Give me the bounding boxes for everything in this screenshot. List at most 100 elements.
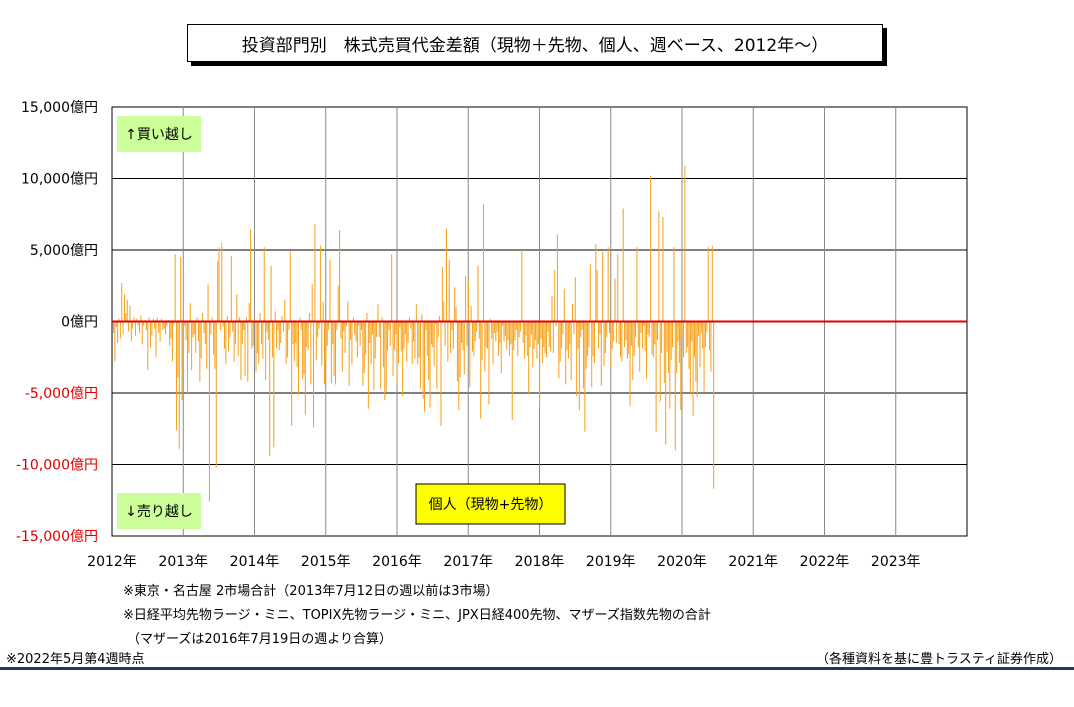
bar bbox=[250, 229, 252, 322]
bar bbox=[515, 321, 517, 331]
bar bbox=[259, 312, 261, 322]
bar bbox=[672, 321, 674, 348]
bar bbox=[182, 321, 184, 365]
bar bbox=[288, 321, 290, 331]
bar bbox=[271, 321, 273, 358]
bar bbox=[677, 321, 679, 342]
bar bbox=[265, 321, 267, 381]
bar bbox=[434, 321, 437, 325]
bar bbox=[186, 321, 189, 395]
bar bbox=[644, 321, 646, 352]
bar bbox=[185, 321, 187, 341]
bar bbox=[537, 321, 539, 345]
bar bbox=[418, 321, 420, 358]
bar bbox=[700, 321, 702, 333]
bar bbox=[406, 321, 408, 362]
bar bbox=[641, 321, 643, 349]
bar bbox=[193, 321, 195, 335]
bar bbox=[582, 321, 585, 389]
bar bbox=[410, 321, 412, 329]
legend-label: 個人（現物+先物） bbox=[429, 497, 553, 513]
bar bbox=[570, 321, 572, 381]
bar bbox=[239, 317, 241, 322]
bar bbox=[267, 321, 269, 341]
bar bbox=[482, 204, 484, 322]
bar bbox=[141, 321, 143, 345]
bar bbox=[680, 321, 682, 411]
bar bbox=[441, 267, 443, 322]
bar bbox=[308, 312, 310, 322]
bar bbox=[366, 312, 368, 322]
x-tick-label: 2016年 bbox=[372, 554, 422, 570]
bar bbox=[143, 321, 145, 326]
bar bbox=[525, 321, 527, 336]
bar bbox=[160, 318, 162, 322]
bar bbox=[703, 321, 705, 392]
bar bbox=[495, 321, 497, 342]
bar bbox=[180, 257, 182, 322]
bar bbox=[176, 321, 178, 431]
bar bbox=[569, 321, 571, 345]
bar bbox=[356, 321, 358, 358]
x-tick-label: 2014年 bbox=[230, 554, 280, 570]
bar bbox=[684, 165, 686, 322]
bar bbox=[399, 321, 401, 328]
bar bbox=[628, 321, 630, 355]
bar bbox=[611, 321, 613, 349]
bar bbox=[365, 321, 367, 355]
bar bbox=[470, 305, 472, 322]
bar bbox=[230, 255, 232, 322]
bar bbox=[163, 321, 165, 329]
bar bbox=[565, 321, 567, 385]
bar bbox=[578, 321, 580, 411]
bar bbox=[559, 321, 561, 362]
bar bbox=[122, 321, 124, 335]
bar bbox=[535, 321, 537, 341]
bar bbox=[313, 321, 315, 428]
bar bbox=[136, 318, 138, 322]
bar bbox=[276, 321, 278, 349]
bar bbox=[317, 321, 319, 338]
bar bbox=[532, 321, 534, 368]
bar bbox=[417, 321, 419, 365]
bar bbox=[600, 321, 602, 386]
bar bbox=[550, 321, 552, 352]
bar bbox=[223, 321, 226, 349]
bar bbox=[128, 321, 130, 332]
bar bbox=[604, 321, 606, 353]
bar bbox=[287, 321, 289, 358]
bar bbox=[387, 321, 389, 352]
bar bbox=[243, 321, 245, 331]
bar bbox=[254, 318, 256, 322]
bar bbox=[326, 321, 328, 346]
bar bbox=[540, 321, 542, 339]
bar bbox=[359, 321, 361, 346]
bar bbox=[447, 321, 449, 362]
bar bbox=[392, 321, 394, 376]
bar bbox=[500, 321, 502, 373]
bar bbox=[319, 245, 321, 322]
bar bbox=[710, 321, 712, 372]
bar bbox=[299, 317, 301, 322]
bar bbox=[656, 321, 658, 341]
bar bbox=[234, 321, 236, 345]
bar bbox=[293, 321, 295, 362]
bar bbox=[650, 175, 652, 322]
bar bbox=[493, 321, 495, 333]
bar bbox=[436, 321, 438, 389]
bar bbox=[162, 321, 164, 331]
sell-annotation-label: ↓売り越し bbox=[125, 504, 193, 520]
bar bbox=[629, 321, 631, 406]
bar bbox=[134, 321, 136, 336]
bar bbox=[617, 254, 619, 322]
bar bbox=[219, 321, 221, 331]
bar bbox=[439, 315, 441, 322]
bar bbox=[325, 321, 327, 359]
bar bbox=[233, 321, 235, 362]
bar bbox=[508, 321, 511, 356]
bar bbox=[145, 321, 147, 331]
bar bbox=[606, 321, 608, 338]
bar bbox=[370, 321, 372, 365]
bar bbox=[693, 321, 695, 358]
bar bbox=[244, 321, 246, 376]
